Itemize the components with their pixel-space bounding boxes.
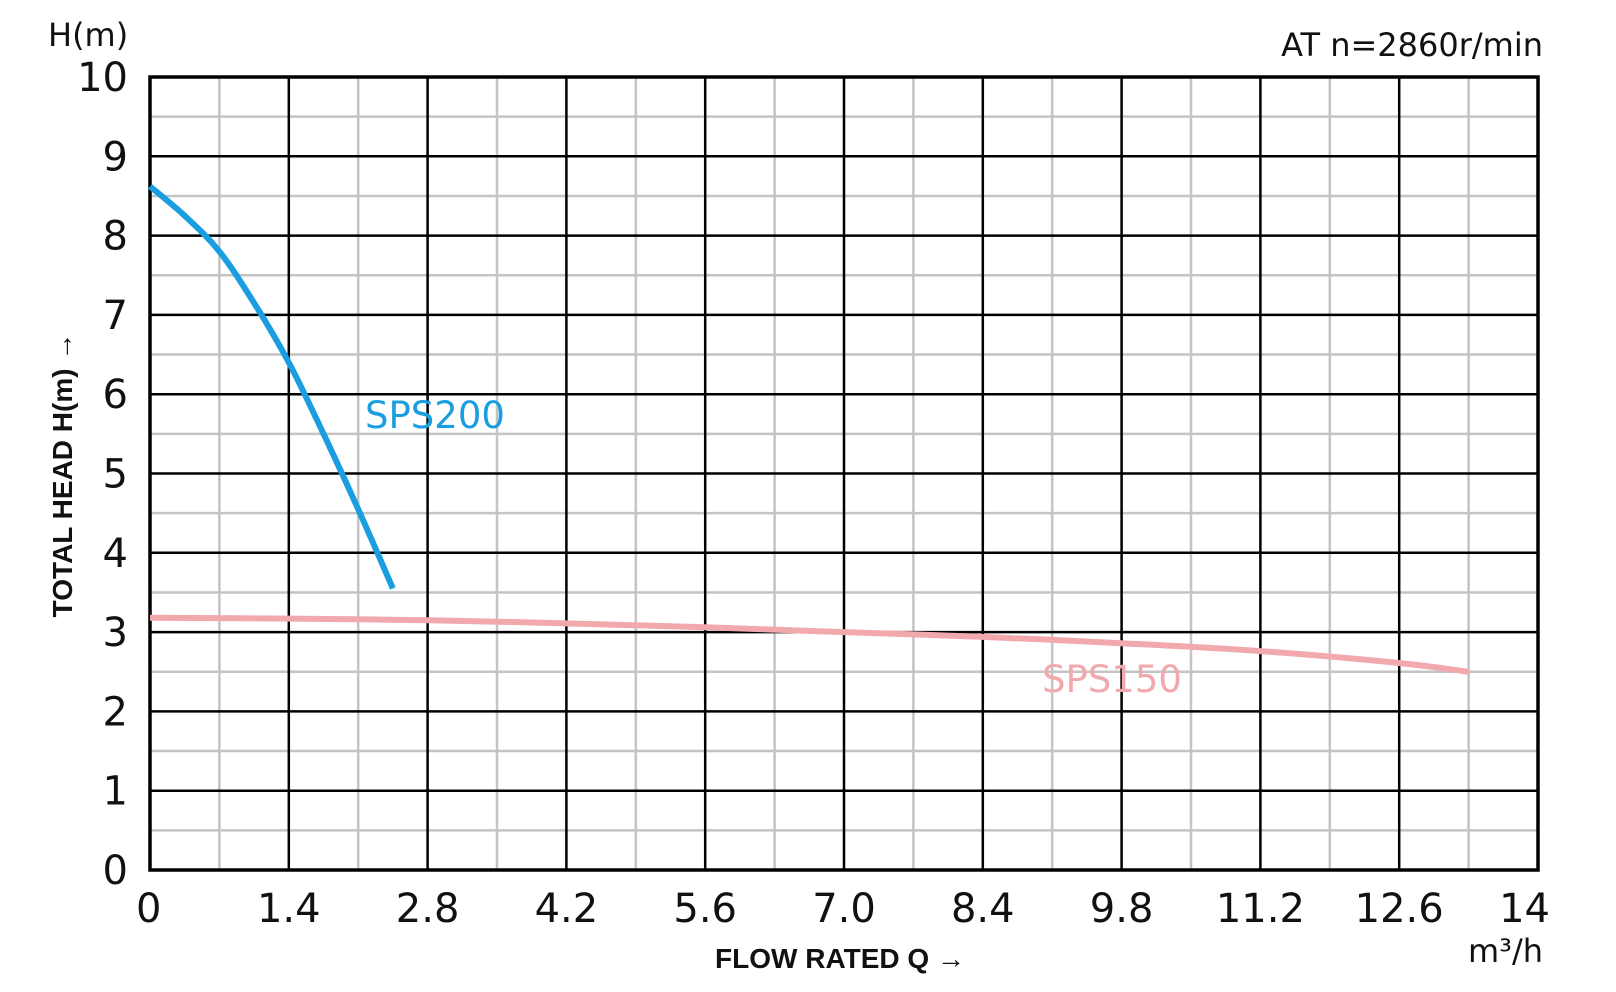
- x-tick-label: 9.8: [1090, 886, 1154, 932]
- y-tick-labels: 0 1 2 3 4 5 6 7 8 9 10: [77, 55, 128, 894]
- x-tick-label: 2.8: [396, 886, 460, 932]
- x-tick-label: 4.2: [535, 886, 599, 932]
- x-unit-label: m³/h: [1468, 932, 1543, 970]
- plot-frame: [148, 75, 1540, 872]
- y-tick-label: 0: [103, 848, 128, 894]
- series-line-sps150: [149, 614, 1469, 675]
- x-tick-label: 1.4: [257, 886, 321, 932]
- y-unit-label: H(m): [48, 16, 128, 54]
- y-tick-label: 2: [103, 689, 128, 735]
- speed-annotation: AT n=2860r/min: [1281, 26, 1543, 64]
- y-tick-label: 7: [103, 293, 128, 339]
- series-label-sps200: SPS200: [365, 394, 505, 437]
- x-tick-label: 11.2: [1216, 886, 1305, 932]
- x-tick-label: 0: [136, 886, 161, 932]
- y-tick-label: 10: [77, 55, 128, 101]
- x-tick-label: 12.6: [1355, 886, 1444, 932]
- y-tick-label: 4: [103, 531, 128, 577]
- x-tick-label: 7.0: [812, 886, 876, 932]
- y-tick-label: 9: [103, 134, 128, 180]
- x-tick-labels: 0 1.4 2.8 4.2 5.6 7.0 8.4 9.8 11.2 12.6 14: [136, 886, 1550, 932]
- y-tick-label: 5: [103, 452, 128, 498]
- series-layer: SPS200 SPS150: [148, 184, 1469, 701]
- x-axis-title: FLOW RATED Q →: [715, 943, 965, 974]
- x-tick-label: 8.4: [951, 886, 1015, 932]
- x-tick-label: 5.6: [673, 886, 737, 932]
- y-tick-label: 6: [103, 372, 128, 418]
- y-tick-label: 3: [103, 610, 128, 656]
- major-grid: [150, 77, 1538, 870]
- y-axis-title: TOTAL HEAD H(m) →: [47, 333, 78, 618]
- x-tick-label: 14: [1499, 886, 1550, 932]
- y-tick-label: 1: [103, 769, 128, 815]
- series-label-sps150: SPS150: [1042, 658, 1182, 701]
- y-tick-label: 8: [103, 214, 128, 260]
- series-line-sps200: [148, 184, 396, 590]
